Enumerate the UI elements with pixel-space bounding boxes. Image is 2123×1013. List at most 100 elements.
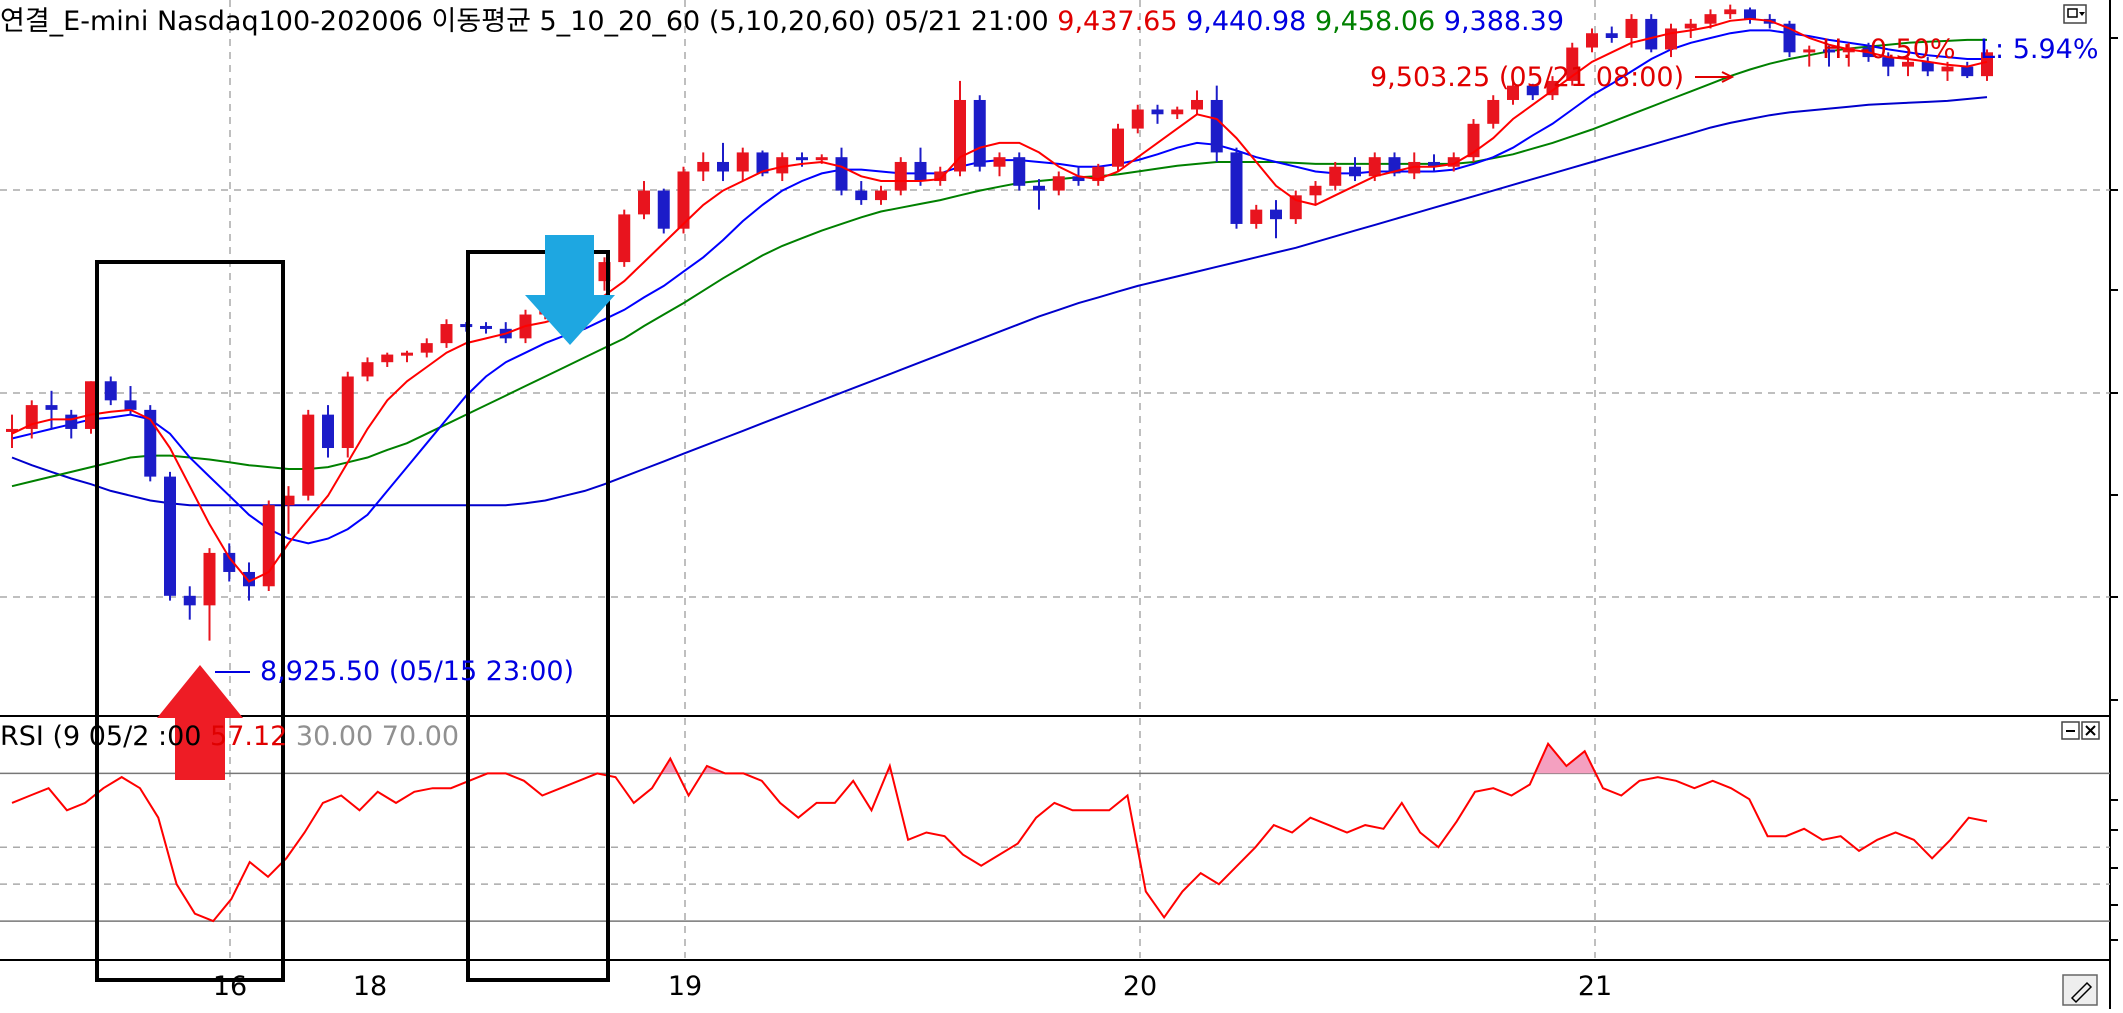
candle-body <box>124 400 137 410</box>
candle <box>717 142 729 182</box>
candle-body <box>1921 61 1934 72</box>
candle <box>736 147 749 182</box>
symbol-label: 연결_E-mini Nasdaq100-202006 <box>0 6 432 37</box>
params-label: (5,10,20,60) <box>709 6 885 37</box>
candle <box>1467 119 1480 162</box>
candle <box>1744 7 1756 24</box>
candle <box>677 166 690 234</box>
candle <box>282 486 295 534</box>
rsi-header: RSI (9 05/2 :00 57.12 30.00 70.00 <box>0 721 459 752</box>
candle <box>1210 85 1223 162</box>
candle <box>1645 14 1658 53</box>
candle-body <box>1941 66 1954 72</box>
candle-body <box>1526 85 1539 96</box>
candle-body <box>1605 33 1618 38</box>
candle <box>1526 83 1539 100</box>
candle-body <box>677 171 690 229</box>
candle-body <box>183 595 196 606</box>
candle-body <box>1388 157 1401 174</box>
candle <box>1112 123 1124 172</box>
candle <box>1329 161 1342 191</box>
indicator-label: 이동평균 5_10_20_60 <box>432 6 709 37</box>
rsi-overbought-fill <box>1534 743 1596 774</box>
candle-body <box>381 354 394 363</box>
candle <box>1487 95 1500 129</box>
x-tick-label: 18 <box>353 971 387 1002</box>
candle <box>1151 104 1164 124</box>
candle <box>1803 45 1816 67</box>
candle-body <box>1033 185 1045 191</box>
rsi-overbought-fill <box>661 758 678 774</box>
candle-body <box>104 381 117 401</box>
rsi-date: 05/2 <box>89 721 158 752</box>
candle-body <box>835 157 848 191</box>
candle <box>1230 147 1243 229</box>
candle-body <box>1250 209 1263 224</box>
candle-body <box>1171 109 1184 115</box>
candle <box>1428 154 1440 172</box>
candle-body <box>243 571 255 587</box>
candle <box>1902 57 1914 77</box>
candle-body <box>1210 99 1223 153</box>
candle <box>104 376 117 406</box>
candle <box>657 188 670 234</box>
highlight-box-left <box>95 260 285 982</box>
draw-tool-button[interactable] <box>2062 974 2098 1006</box>
ma5-line <box>11 17 1988 583</box>
candle <box>381 352 394 367</box>
candle-body <box>1684 23 1697 29</box>
candle-body <box>1961 66 1974 77</box>
candle-body <box>1645 18 1658 50</box>
candle <box>1289 190 1302 224</box>
candle-body <box>1052 176 1065 191</box>
candle <box>894 157 907 196</box>
candle-body <box>736 152 749 172</box>
candle-body <box>717 161 729 172</box>
x-tick-label: 20 <box>1123 971 1157 1002</box>
rsi-close-button[interactable] <box>2081 721 2100 740</box>
candle-body <box>341 376 354 449</box>
candle-body <box>1230 152 1243 224</box>
candle-body <box>1566 47 1579 81</box>
candle <box>934 166 947 186</box>
candle <box>164 471 176 601</box>
candle-body <box>1270 209 1282 220</box>
candle-body <box>1447 157 1460 167</box>
candle-body <box>1724 9 1737 15</box>
candle-body <box>361 362 374 377</box>
candle <box>1349 157 1361 182</box>
rsi-levels: 30.00 70.00 <box>296 721 459 752</box>
candle-body <box>282 495 295 506</box>
candle-body <box>1112 128 1124 167</box>
low-annotation: 8,925.50 (05/15 23:00) <box>260 656 574 687</box>
candle-body <box>1072 176 1085 182</box>
price-header: 연결_E-mini Nasdaq100-202006 이동평균 5_10_20_… <box>0 6 1564 37</box>
candle-body <box>1368 157 1381 177</box>
restore-button[interactable] <box>2063 4 2087 24</box>
candle-body <box>894 161 907 191</box>
candle <box>45 390 58 429</box>
high-annotation: 9,503.25 (05/21 08:00) <box>1370 62 1684 93</box>
candle-body <box>657 190 670 229</box>
candle-body <box>1823 49 1835 53</box>
rsi-minimize-button[interactable] <box>2061 721 2080 740</box>
candle-body <box>85 381 97 429</box>
candle-body <box>1744 9 1756 19</box>
candle <box>1724 4 1737 19</box>
candle-body <box>1487 99 1500 124</box>
candle <box>1171 106 1184 120</box>
pencil-icon <box>2070 981 2093 1004</box>
candle-body <box>1013 157 1026 186</box>
candle <box>1921 57 1934 77</box>
candle <box>322 405 334 458</box>
candle-body <box>1704 14 1717 24</box>
candle <box>183 586 196 620</box>
candle <box>223 543 236 582</box>
ma60-value: 9,388.39 <box>1444 6 1564 37</box>
candle <box>835 147 848 196</box>
candle <box>480 322 492 334</box>
candle-body <box>618 214 631 263</box>
candle <box>302 409 315 501</box>
